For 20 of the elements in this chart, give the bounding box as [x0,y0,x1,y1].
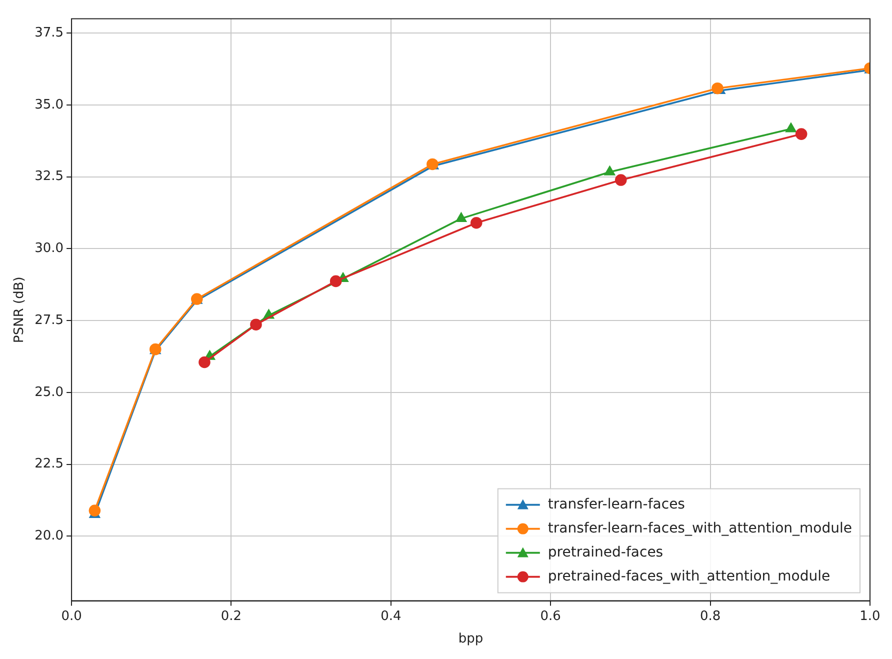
y-tick-label: 37.5 [34,26,64,41]
legend-label: pretrained-faces [548,544,664,560]
y-tick-label: 30.0 [34,241,64,256]
x-tick-label: 1.0 [860,608,880,624]
legend-label: transfer-learn-faces [548,496,685,512]
y-tick-label: 22.5 [34,456,64,472]
x-tick-label: 0.0 [61,608,82,624]
x-tick-label: 0.4 [380,608,402,624]
x-tick-label: 0.8 [700,608,721,624]
y-axis-title: PSNR (dB) [12,276,28,343]
y-tick-label: 27.5 [34,312,64,328]
legend-label: pretrained-faces_with_attention_module [548,568,830,584]
y-tick-label: 35.0 [34,97,64,112]
legend-label: transfer-learn-faces_with_attention_module [548,520,852,536]
y-tick-label: 32.5 [34,169,64,184]
x-tick-label: 0.2 [220,608,242,624]
x-axis-title: bpp [458,632,484,647]
y-tick-label: 25.0 [34,384,64,400]
x-tick-label: 0.6 [540,608,561,624]
y-tick-label: 20.0 [34,528,64,544]
